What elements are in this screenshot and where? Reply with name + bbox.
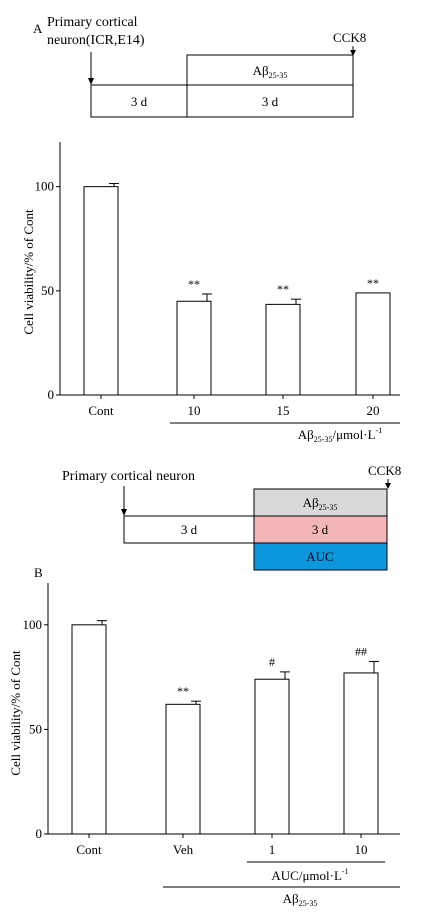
significance-mark: ** bbox=[177, 684, 189, 698]
bar bbox=[343, 672, 379, 835]
chart-a: Cell viability/% of Cont 0 50 100 Cont ** 10 *… bbox=[21, 142, 400, 444]
panel-b-source: Primary cortical neuron bbox=[62, 469, 195, 484]
chart-b-ylabel: Cell viability/% of Cont bbox=[8, 650, 23, 776]
panel-b-end-arrowhead bbox=[385, 483, 391, 489]
significance-mark: # bbox=[269, 655, 275, 669]
panel-a-treatment-box bbox=[186, 54, 354, 86]
significance-mark: ## bbox=[355, 644, 367, 658]
chart-b: B Cell viability/% of Cont 0 50 100 Cont ** V… bbox=[8, 565, 400, 908]
x-tick-label: 20 bbox=[367, 403, 380, 418]
chart-b-group-label: Aβ25-35 bbox=[283, 891, 318, 908]
chart-b-dose-label: AUC/μmol·L-1 bbox=[271, 867, 348, 883]
x-tick-label: Cont bbox=[88, 403, 114, 418]
panel-a-label: A bbox=[33, 21, 43, 36]
significance-mark: ** bbox=[277, 282, 289, 296]
y-tick-label: 0 bbox=[36, 826, 43, 841]
bar bbox=[165, 703, 201, 835]
panel-b-culture-duration: 3 d bbox=[181, 522, 198, 537]
panel-a-treatment-label: Aβ25-35 bbox=[253, 63, 288, 80]
panel-a-endpoint: CCK8 bbox=[333, 30, 366, 45]
significance-mark: ** bbox=[367, 276, 379, 290]
bar bbox=[83, 186, 119, 396]
panel-a-schematic: A Primary cortical neuron(ICR,E14) CCK8 … bbox=[33, 15, 366, 118]
panel-b-drug-box bbox=[253, 542, 388, 571]
panel-a-source-line1: Primary cortical bbox=[47, 15, 138, 30]
bar bbox=[176, 300, 212, 396]
panel-b-treatment-duration: 3 d bbox=[312, 522, 329, 537]
x-tick-label: Cont bbox=[76, 842, 102, 857]
chart-a-group-label: Aβ25-35/μmol·L-1 bbox=[298, 426, 382, 444]
x-tick-label: Veh bbox=[173, 842, 194, 857]
bar bbox=[254, 678, 290, 835]
panel-b-endpoint: CCK8 bbox=[368, 463, 401, 478]
panel-b-start-arrowhead bbox=[121, 509, 127, 516]
panel-a-treatment-duration: 3 d bbox=[262, 94, 279, 109]
x-tick-label: 15 bbox=[277, 403, 290, 418]
y-tick-label: 100 bbox=[35, 179, 55, 194]
panel-a-culture-box bbox=[90, 84, 188, 118]
panel-b-duration-box bbox=[253, 515, 388, 544]
panel-a-start-arrowhead bbox=[88, 78, 94, 85]
panel-b-drug-label: AUC bbox=[306, 549, 333, 564]
chart-a-ylabel: Cell viability/% of Cont bbox=[21, 209, 36, 335]
panel-a-end-arrowhead bbox=[350, 50, 356, 56]
bar bbox=[355, 292, 391, 396]
x-tick-label: 10 bbox=[355, 842, 368, 857]
panel-a-source-line2: neuron(ICR,E14) bbox=[47, 33, 145, 48]
panel-a-culture-duration: 3 d bbox=[131, 94, 148, 109]
panel-b-culture-box bbox=[123, 515, 255, 544]
x-tick-label: 1 bbox=[269, 842, 276, 857]
bar bbox=[71, 624, 107, 835]
x-tick-label: 10 bbox=[188, 403, 201, 418]
y-tick-label: 100 bbox=[23, 617, 43, 632]
panel-b-abeta-box bbox=[253, 488, 388, 517]
y-tick-label: 0 bbox=[48, 387, 55, 402]
bar bbox=[265, 303, 301, 396]
y-tick-label: 50 bbox=[29, 721, 42, 736]
significance-mark: ** bbox=[188, 277, 200, 291]
y-tick-label: 50 bbox=[41, 283, 54, 298]
panel-b-label: B bbox=[34, 565, 43, 580]
panel-a-duration-box bbox=[186, 84, 354, 118]
panel-b-abeta-label: Aβ25-35 bbox=[303, 495, 338, 512]
panel-b-schematic: Primary cortical neuron CCK8 Aβ25-35 3 d… bbox=[62, 463, 401, 571]
